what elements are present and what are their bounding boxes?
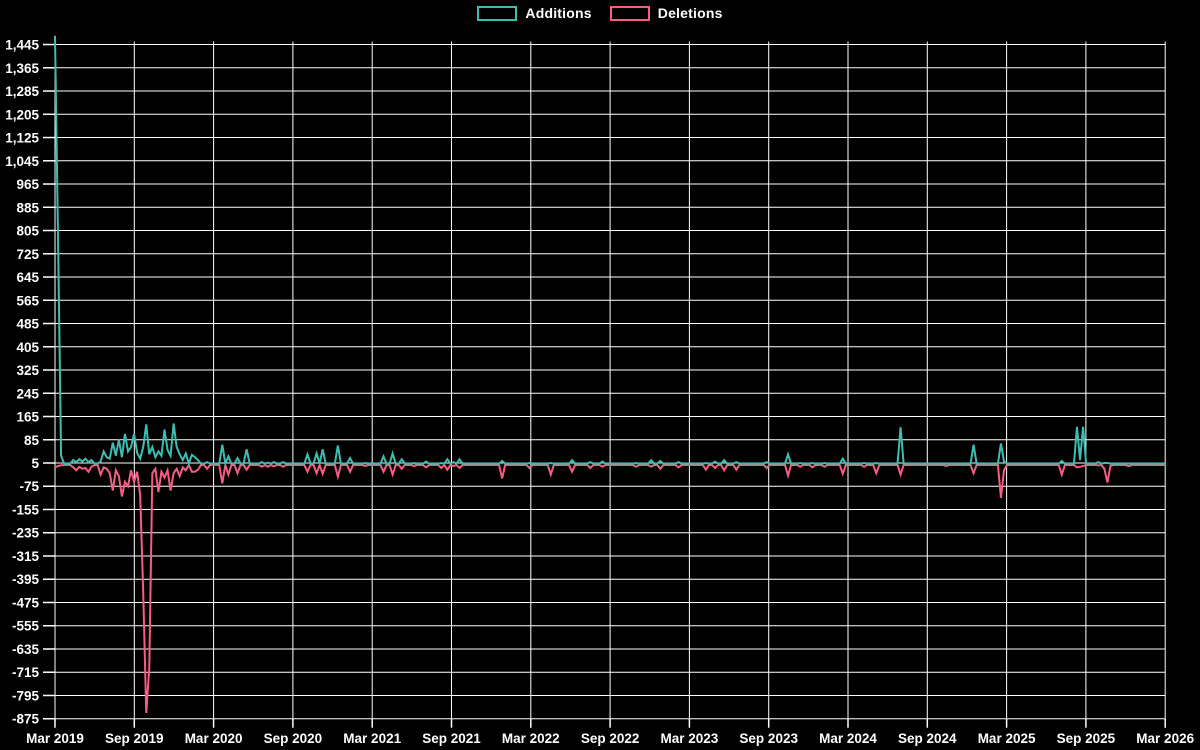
x-tick-label: Sep 2021 bbox=[422, 731, 481, 746]
y-tick-label: 325 bbox=[16, 363, 39, 378]
y-tick-label: -555 bbox=[12, 619, 40, 634]
additions-line bbox=[54, 35, 1166, 468]
additions-swatch-icon bbox=[477, 5, 518, 21]
y-tick-label: -155 bbox=[12, 502, 40, 517]
legend-additions-label: Additions bbox=[525, 5, 592, 21]
y-tick-label: -875 bbox=[12, 712, 40, 727]
x-tick-label: Mar 2019 bbox=[26, 731, 84, 746]
x-tick-label: Mar 2026 bbox=[1136, 731, 1194, 746]
y-tick-label: -315 bbox=[12, 549, 40, 564]
legend-deletions-label: Deletions bbox=[657, 5, 723, 21]
legend-item-additions[interactable]: Additions bbox=[477, 5, 592, 21]
y-axis-labels: 1,445 1,365 1,285 1,205 1,125 1,045 965 885 805 7… bbox=[5, 38, 39, 727]
x-tick-label: Sep 2025 bbox=[1057, 731, 1116, 746]
y-tick-label: 485 bbox=[16, 317, 39, 332]
y-tick-label: 1,445 bbox=[5, 38, 39, 53]
x-tick-label: Sep 2023 bbox=[739, 731, 798, 746]
y-tick-label: -795 bbox=[12, 688, 40, 703]
deletions-swatch-icon bbox=[609, 5, 650, 21]
y-tick-label: 405 bbox=[16, 340, 39, 355]
x-tick-label: Mar 2023 bbox=[661, 731, 719, 746]
y-tick-label: 85 bbox=[24, 433, 40, 448]
y-tick-label: -235 bbox=[12, 526, 40, 541]
y-tick-label: 885 bbox=[16, 200, 39, 215]
deletions-line bbox=[54, 462, 1166, 713]
y-tick-label: 165 bbox=[16, 410, 39, 425]
y-tick-label: -715 bbox=[12, 665, 40, 680]
x-tick-label: Sep 2019 bbox=[105, 731, 164, 746]
y-tick-label: 805 bbox=[16, 224, 39, 239]
x-tick-label: Sep 2022 bbox=[581, 731, 640, 746]
x-tick-label: Sep 2020 bbox=[264, 731, 323, 746]
x-tick-label: Mar 2021 bbox=[343, 731, 401, 746]
x-tick-label: Mar 2020 bbox=[185, 731, 243, 746]
x-tick-label: Mar 2024 bbox=[819, 731, 877, 746]
x-tick-label: Sep 2024 bbox=[898, 731, 957, 746]
y-tick-label: -395 bbox=[12, 572, 40, 587]
x-axis-labels: Mar 2019 Sep 2019 Mar 2020 Sep 2020 Mar 2021… bbox=[26, 731, 1194, 746]
y-tick-label: 725 bbox=[16, 247, 39, 262]
y-tick-label: -475 bbox=[12, 595, 40, 610]
y-tick-label: -635 bbox=[12, 642, 40, 657]
y-tick-label: 245 bbox=[16, 386, 39, 401]
y-tick-label: -75 bbox=[19, 479, 39, 494]
y-axis-ticks bbox=[43, 43, 55, 720]
y-tick-label: 1,285 bbox=[5, 84, 39, 99]
y-tick-label: 1,045 bbox=[5, 154, 39, 169]
x-tick-label: Mar 2025 bbox=[978, 731, 1036, 746]
x-axis-ticks bbox=[54, 718, 1166, 728]
x-tick-label: Mar 2022 bbox=[502, 731, 560, 746]
vertical-gridlines bbox=[54, 41, 1166, 719]
y-tick-label: 965 bbox=[16, 177, 39, 192]
y-tick-label: 565 bbox=[16, 293, 39, 308]
y-tick-label: 645 bbox=[16, 270, 39, 285]
y-tick-label: 1,125 bbox=[5, 131, 39, 146]
y-tick-label: 5 bbox=[31, 456, 39, 471]
y-tick-label: 1,205 bbox=[5, 107, 39, 122]
legend-item-deletions[interactable]: Deletions bbox=[609, 5, 723, 21]
y-tick-label: 1,365 bbox=[5, 61, 39, 76]
chart-legend: Additions Deletions bbox=[0, 5, 1200, 21]
